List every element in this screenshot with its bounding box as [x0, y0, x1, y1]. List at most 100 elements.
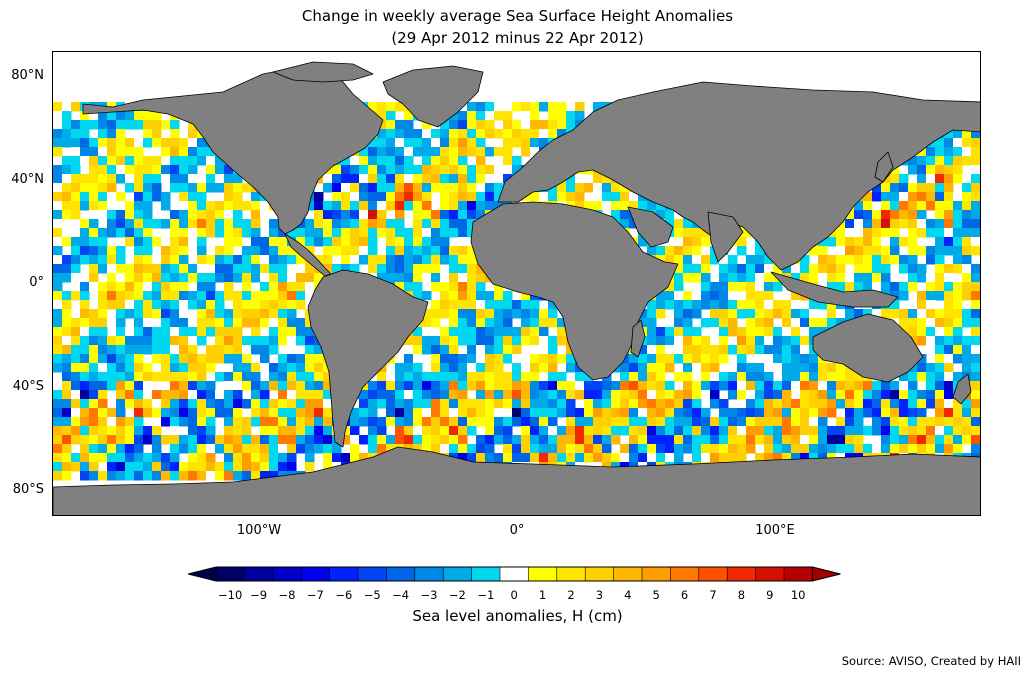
anomaly-cell — [206, 210, 216, 220]
anomaly-cell — [89, 408, 99, 418]
anomaly-cell — [170, 291, 180, 301]
anomaly-cell — [242, 309, 252, 319]
anomaly-cell — [629, 354, 639, 364]
anomaly-cell — [773, 426, 783, 436]
anomaly-cell — [188, 462, 198, 472]
anomaly-cell — [710, 426, 720, 436]
anomaly-cell — [854, 309, 864, 319]
anomaly-cell — [656, 210, 666, 220]
anomaly-cell — [809, 309, 819, 319]
anomaly-cell — [197, 174, 207, 184]
anomaly-cell — [521, 354, 531, 364]
anomaly-cell — [143, 201, 153, 211]
anomaly-cell — [206, 435, 216, 445]
anomaly-cell — [152, 453, 162, 463]
anomaly-cell — [845, 282, 855, 292]
anomaly-cell — [629, 444, 639, 454]
anomaly-cell — [224, 435, 234, 445]
anomaly-cell — [161, 246, 171, 256]
anomaly-cell — [233, 219, 243, 229]
anomaly-cell — [791, 264, 801, 274]
anomaly-cell — [800, 426, 810, 436]
anomaly-cell — [575, 435, 585, 445]
anomaly-cell — [215, 174, 225, 184]
anomaly-cell — [935, 246, 945, 256]
anomaly-cell — [71, 264, 81, 274]
anomaly-cell — [494, 291, 504, 301]
anomaly-cell — [413, 444, 423, 454]
anomaly-cell — [224, 264, 234, 274]
anomaly-cell — [62, 345, 72, 355]
anomaly-cell — [674, 354, 684, 364]
anomaly-cell — [944, 273, 954, 283]
anomaly-cell — [386, 408, 396, 418]
anomaly-cell — [935, 273, 945, 283]
anomaly-cell — [935, 237, 945, 247]
anomaly-cell — [611, 435, 621, 445]
anomaly-cell — [458, 228, 468, 238]
anomaly-cell — [935, 408, 945, 418]
anomaly-cell — [584, 408, 594, 418]
anomaly-cell — [350, 255, 360, 265]
anomaly-cell — [89, 120, 99, 130]
anomaly-cell — [746, 399, 756, 409]
anomaly-cell — [467, 174, 477, 184]
anomaly-cell — [152, 237, 162, 247]
anomaly-cell — [53, 390, 63, 400]
anomaly-cell — [287, 273, 297, 283]
anomaly-cell — [143, 372, 153, 382]
anomaly-cell — [908, 435, 918, 445]
anomaly-cell — [53, 237, 63, 247]
anomaly-cell — [674, 210, 684, 220]
anomaly-cell — [458, 336, 468, 346]
anomaly-cell — [710, 381, 720, 391]
anomaly-cell — [152, 174, 162, 184]
anomaly-cell — [413, 282, 423, 292]
anomaly-cell — [692, 273, 702, 283]
anomaly-cell — [89, 363, 99, 373]
anomaly-cell — [854, 201, 864, 211]
anomaly-cell — [260, 246, 270, 256]
anomaly-cell — [53, 246, 63, 256]
anomaly-cell — [323, 435, 333, 445]
anomaly-cell — [971, 372, 980, 382]
anomaly-cell — [449, 120, 459, 130]
anomaly-cell — [224, 201, 234, 211]
anomaly-cell — [332, 174, 342, 184]
anomaly-cell — [692, 336, 702, 346]
anomaly-cell — [593, 444, 603, 454]
anomaly-cell — [278, 282, 288, 292]
anomaly-cell — [971, 246, 980, 256]
anomaly-cell — [404, 399, 414, 409]
anomaly-cell — [80, 273, 90, 283]
anomaly-cell — [98, 264, 108, 274]
anomaly-cell — [566, 444, 576, 454]
anomaly-cell — [854, 417, 864, 427]
anomaly-cell — [350, 264, 360, 274]
anomaly-cell — [116, 408, 126, 418]
anomaly-cell — [404, 417, 414, 427]
anomaly-cell — [458, 138, 468, 148]
anomaly-cell — [476, 282, 486, 292]
colorbar-segment — [556, 567, 586, 581]
anomaly-cell — [944, 444, 954, 454]
anomaly-cell — [260, 318, 270, 328]
anomaly-cell — [719, 318, 729, 328]
anomaly-cell — [683, 336, 693, 346]
anomaly-cell — [656, 363, 666, 373]
anomaly-cell — [530, 129, 540, 139]
anomaly-cell — [908, 318, 918, 328]
anomaly-cell — [314, 192, 324, 202]
colorbar-segment — [528, 567, 557, 581]
anomaly-cell — [368, 201, 378, 211]
anomaly-cell — [224, 309, 234, 319]
anomaly-cell — [692, 228, 702, 238]
anomaly-cell — [359, 147, 369, 157]
anomaly-cell — [881, 309, 891, 319]
land-arabia — [627, 206, 674, 248]
anomaly-cell — [449, 264, 459, 274]
anomaly-cell — [791, 354, 801, 364]
anomaly-cell — [881, 282, 891, 292]
anomaly-cell — [692, 237, 702, 247]
anomaly-cell — [566, 192, 576, 202]
